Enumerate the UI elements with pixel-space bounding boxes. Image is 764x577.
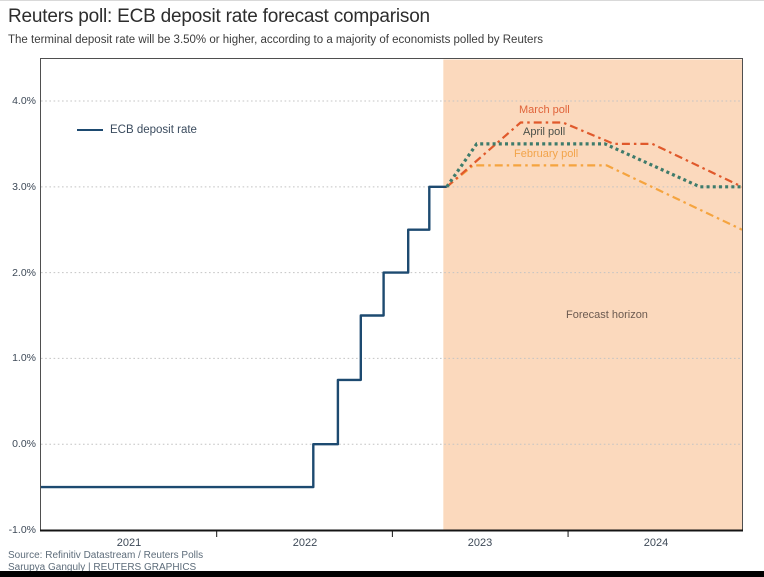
y-tick-label-4.0%: 4.0% — [12, 95, 36, 107]
bottom-bar — [0, 571, 764, 577]
x-tick-label-2024: 2024 — [643, 537, 669, 549]
credit-text: Sarupya Ganguly | REUTERS GRAPHICS — [8, 562, 197, 573]
april-poll-label: April poll — [523, 126, 566, 138]
series-line-april_poll — [445, 142, 742, 189]
march-poll-label: March poll — [519, 104, 570, 116]
y-tick-label-1.0%: 1.0% — [12, 352, 36, 364]
x-tick-label-2023: 2023 — [467, 537, 493, 549]
y-tick-label-3.0%: 3.0% — [12, 181, 36, 193]
series-line-february_poll — [446, 164, 743, 231]
page-title: Reuters poll: ECB deposit rate forecast … — [8, 6, 430, 27]
y-tick-label-0.0%: 0.0% — [12, 438, 36, 450]
forecast-region — [443, 59, 742, 530]
x-tick-label-2021: 2021 — [116, 537, 142, 549]
legend: ECB deposit rate — [77, 124, 197, 136]
legend-label: ECB deposit rate — [110, 124, 197, 136]
february-poll-label: February poll — [514, 148, 579, 160]
series-line-ecb — [41, 185, 447, 489]
forecast-horizon-label: Forecast horizon — [566, 309, 648, 321]
y-tick-label--1.0%: -1.0% — [8, 524, 36, 536]
source-text: Source: Refinitiv Datastream / Reuters P… — [8, 550, 204, 561]
ecb-line-swatch-icon — [77, 129, 103, 131]
series-line-march_poll — [446, 121, 743, 188]
page-subtitle: The terminal deposit rate will be 3.50% … — [8, 34, 544, 46]
x-tick-label-2022: 2022 — [292, 537, 318, 549]
y-tick-label-2.0%: 2.0% — [12, 267, 36, 279]
